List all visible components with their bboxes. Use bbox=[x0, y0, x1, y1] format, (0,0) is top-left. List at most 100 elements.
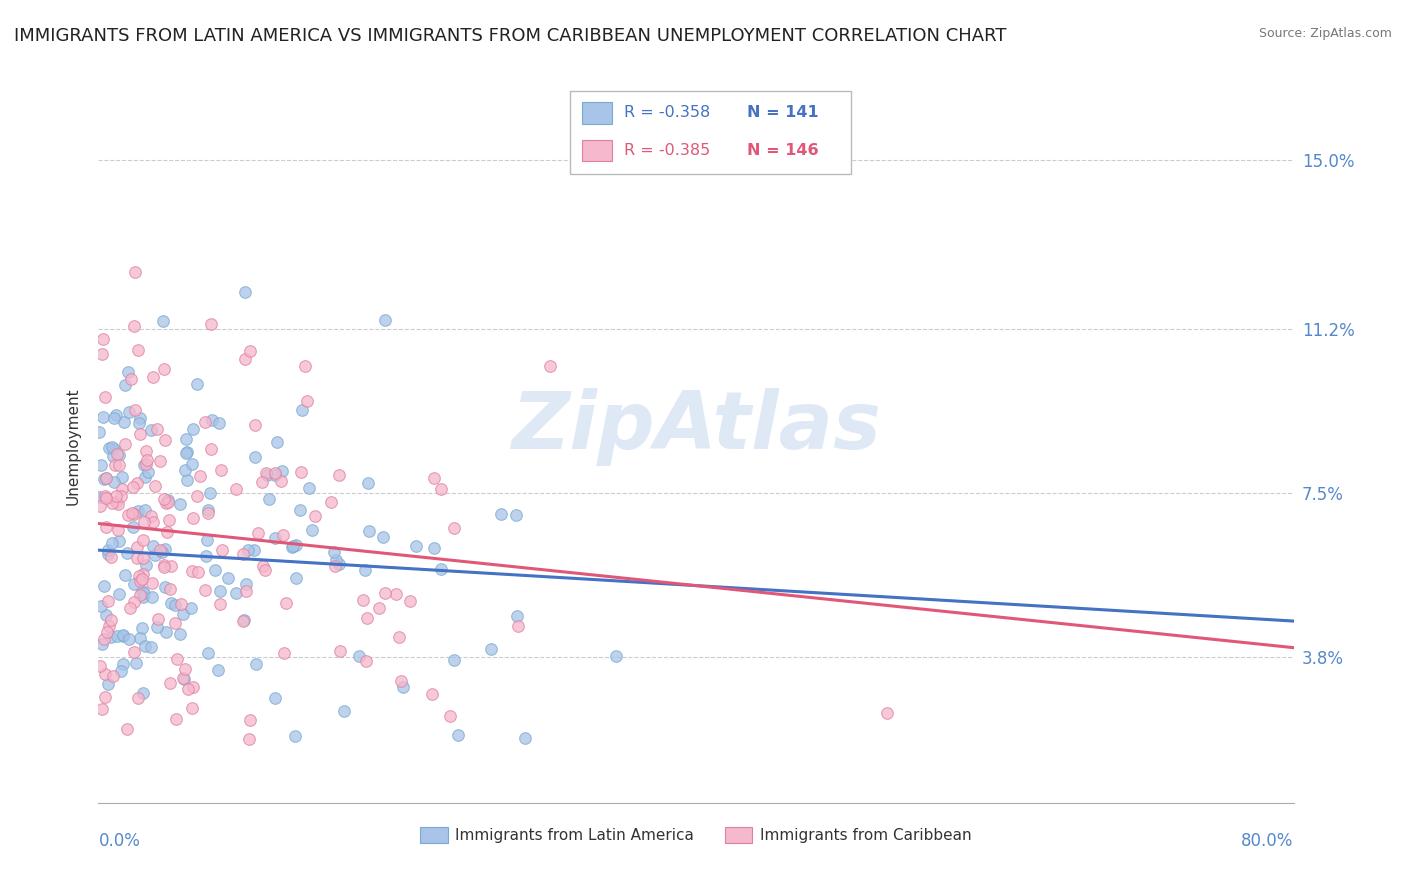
Point bbox=[134, 516, 156, 530]
Point bbox=[97, 677, 120, 691]
Point bbox=[121, 520, 143, 534]
Point bbox=[141, 576, 163, 591]
Point bbox=[98, 619, 121, 633]
Point bbox=[200, 317, 222, 331]
Point bbox=[250, 475, 273, 489]
Point bbox=[180, 700, 202, 714]
Point bbox=[134, 503, 156, 517]
Point bbox=[135, 558, 157, 573]
Point bbox=[127, 504, 149, 518]
Point bbox=[169, 627, 191, 641]
Point bbox=[96, 625, 118, 640]
Point bbox=[159, 582, 181, 596]
Point bbox=[93, 472, 115, 486]
Point bbox=[505, 508, 527, 522]
Point bbox=[186, 489, 208, 503]
Point bbox=[96, 520, 118, 534]
Point bbox=[127, 343, 149, 357]
Point bbox=[132, 458, 155, 472]
Point bbox=[447, 728, 470, 742]
Point bbox=[110, 489, 132, 503]
Point bbox=[135, 453, 157, 467]
Point bbox=[207, 663, 229, 677]
Point bbox=[94, 390, 117, 404]
Point bbox=[145, 422, 167, 436]
Point bbox=[111, 629, 134, 643]
Point bbox=[181, 510, 204, 524]
Point bbox=[235, 577, 257, 591]
Point bbox=[139, 509, 162, 524]
Point bbox=[120, 371, 142, 385]
Point bbox=[148, 454, 170, 468]
Point bbox=[125, 475, 148, 490]
Point bbox=[389, 673, 412, 688]
Point bbox=[90, 346, 112, 360]
Point bbox=[146, 620, 169, 634]
Point bbox=[243, 543, 266, 558]
Point bbox=[159, 676, 181, 690]
FancyBboxPatch shape bbox=[582, 139, 613, 161]
Point bbox=[131, 583, 153, 598]
Point bbox=[150, 544, 173, 558]
Point bbox=[127, 691, 149, 706]
Point bbox=[256, 468, 278, 483]
Point bbox=[180, 564, 202, 578]
Point bbox=[374, 586, 396, 600]
Point bbox=[100, 630, 122, 644]
Point bbox=[87, 425, 110, 440]
Point bbox=[420, 687, 443, 701]
Point bbox=[238, 732, 260, 747]
Point bbox=[124, 265, 146, 279]
Point bbox=[181, 680, 204, 694]
Point bbox=[105, 447, 128, 461]
Point bbox=[89, 659, 111, 673]
Point bbox=[131, 572, 153, 586]
Point bbox=[263, 690, 285, 705]
Point bbox=[538, 359, 561, 373]
Text: 80.0%: 80.0% bbox=[1241, 831, 1294, 850]
Point bbox=[197, 506, 219, 520]
Point bbox=[131, 566, 153, 581]
Point bbox=[246, 526, 269, 541]
Point bbox=[354, 654, 377, 668]
Point bbox=[325, 553, 347, 567]
Point bbox=[93, 632, 115, 647]
Point bbox=[243, 450, 266, 465]
Point bbox=[259, 491, 281, 506]
Point bbox=[122, 645, 145, 659]
Point bbox=[104, 489, 127, 503]
Point bbox=[153, 558, 176, 572]
Point bbox=[101, 449, 124, 463]
Point bbox=[96, 491, 118, 506]
Point bbox=[254, 466, 277, 480]
Point bbox=[90, 702, 112, 716]
Point bbox=[245, 657, 267, 671]
Point bbox=[122, 507, 145, 521]
Point bbox=[357, 524, 380, 539]
Text: 0.0%: 0.0% bbox=[98, 831, 141, 850]
Point bbox=[284, 538, 307, 552]
Point bbox=[141, 423, 163, 437]
Point bbox=[174, 446, 197, 460]
Point bbox=[101, 536, 124, 550]
Point bbox=[195, 533, 218, 547]
Point bbox=[356, 476, 378, 491]
Point bbox=[131, 621, 153, 635]
Point bbox=[243, 417, 266, 432]
Point bbox=[174, 662, 197, 676]
Point bbox=[124, 594, 146, 608]
Point bbox=[273, 646, 295, 660]
Point bbox=[93, 579, 115, 593]
Point bbox=[208, 583, 231, 598]
Point bbox=[165, 712, 187, 726]
Point bbox=[134, 586, 156, 600]
Point bbox=[253, 562, 276, 576]
Point bbox=[96, 471, 118, 485]
Point bbox=[141, 640, 163, 655]
Point bbox=[181, 422, 204, 436]
Point bbox=[125, 656, 148, 670]
Point bbox=[443, 653, 465, 667]
Point bbox=[328, 557, 350, 571]
Point bbox=[170, 598, 193, 612]
Point bbox=[508, 619, 530, 633]
